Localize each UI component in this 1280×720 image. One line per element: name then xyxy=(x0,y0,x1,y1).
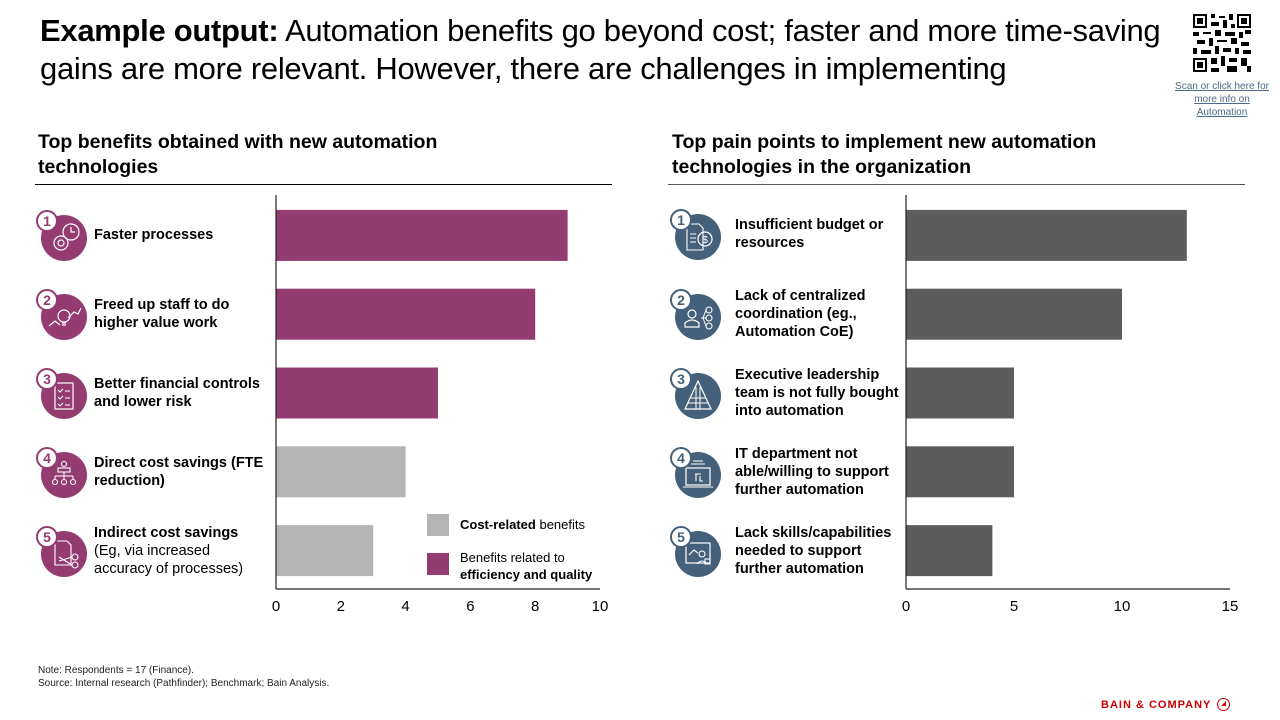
qr-info-link[interactable]: Scan or click here for more info on Auto… xyxy=(1175,81,1269,118)
pain_points-item-icon-4: 4 xyxy=(670,447,721,498)
benefits-title: Top benefits obtained with new automatio… xyxy=(38,131,438,178)
pain-points-bar-5 xyxy=(906,525,993,577)
benefits-divider xyxy=(35,184,612,185)
benefits-bar-2 xyxy=(276,288,536,340)
benefits-x-tick-label: 8 xyxy=(531,598,539,615)
qr-code-icon[interactable] xyxy=(1193,14,1251,72)
benefits-bar-3 xyxy=(276,367,438,419)
pain_points-item-text: Executive leadership team is not fully b… xyxy=(735,367,899,419)
benefits-rank-badge: 1 xyxy=(36,210,58,232)
pain-points-bar-1 xyxy=(906,209,1187,261)
pain-points-x-tick-label: 10 xyxy=(1114,598,1131,615)
pain-points-x-tick-label: 0 xyxy=(902,598,910,615)
benefits-item-label: Better financial controls and lower risk xyxy=(94,375,269,411)
bain-logo-icon xyxy=(1217,698,1231,711)
title-bold: Example output: xyxy=(40,13,279,48)
pain_points-item-text: Lack of centralized coordination (eg., A… xyxy=(735,288,866,340)
benefits-item-icon-4: 4 xyxy=(36,447,87,498)
title-text: Automation benefits go beyond cost; fast… xyxy=(40,13,1161,86)
pain-points-x-tick-label: 15 xyxy=(1222,598,1239,615)
pain_points-item-label: Executive leadership team is not fully b… xyxy=(735,366,910,420)
page-title: Example output: Automation benefits go b… xyxy=(40,12,1170,88)
pain_points-item-label: IT department not able/willing to suppor… xyxy=(735,445,910,499)
benefits-item-label: Faster processes xyxy=(94,226,269,244)
benefits-x-tick-label: 10 xyxy=(592,598,609,615)
legend-cost-swatch xyxy=(427,514,449,536)
pain-points-x-tick-label: 5 xyxy=(1010,598,1018,615)
pain_points-item-text: IT department not able/willing to suppor… xyxy=(735,446,889,498)
benefits-item-text: Better financial controls and lower risk xyxy=(94,376,260,410)
benefits-item-label: Indirect cost savings (Eg, via increased … xyxy=(94,524,269,578)
benefits-rank-badge: 5 xyxy=(36,526,58,548)
svg-text:$: $ xyxy=(702,235,708,246)
pain-points-title: Top pain points to implement new automat… xyxy=(672,131,1097,178)
benefits-item-text: Faster processes xyxy=(94,227,214,243)
pain_points-item-label: Lack skills/capabilities needed to suppo… xyxy=(735,524,910,578)
benefits-bar-1 xyxy=(276,209,568,261)
pain_points-item-icon-2: 2 xyxy=(670,289,721,340)
benefits-item-icon-2: 2 xyxy=(36,289,87,340)
pain_points-rank-badge: 4 xyxy=(670,447,692,469)
gear-clock-icon xyxy=(41,215,87,261)
pain_points-item-icon-1: $1 xyxy=(670,209,721,260)
pain_points-rank-badge: 2 xyxy=(670,289,692,311)
pain_points-rank-badge: 3 xyxy=(670,368,692,390)
pain_points-rank-badge: 1 xyxy=(670,209,692,231)
brand-name: BAIN & COMPANY xyxy=(1101,698,1212,711)
legend-efficiency-text: Benefits related to xyxy=(460,550,565,565)
benefits-item-icon-5: 5 xyxy=(36,526,87,577)
benefits-item-subtext: (Eg, via increased accuracy of processes… xyxy=(94,543,244,577)
pain_points-item-label: Insufficient budget or resources xyxy=(735,216,910,252)
pain-points-bar-4 xyxy=(906,446,1014,498)
legend-cost-text: benefits xyxy=(535,517,586,532)
legend-efficiency-swatch xyxy=(427,553,449,575)
benefits-item-icon-3: 3 xyxy=(36,368,87,419)
footnote: Note: Respondents = 17 (Finance). Source… xyxy=(38,664,329,690)
benefits-item-icon-1: 1 xyxy=(36,210,87,261)
pain_points-item-text: Lack skills/capabilities needed to suppo… xyxy=(735,525,892,577)
benefits-item-label: Freed up staff to do higher value work xyxy=(94,296,269,332)
benefits-bar-5 xyxy=(276,525,374,577)
legend-cost-bold: Cost-related xyxy=(460,517,536,532)
pain-points-divider xyxy=(668,184,1245,185)
benefits-item-text: Direct cost savings (FTE reduction) xyxy=(94,455,264,489)
pain-points-bar-chart: 0 5 10 15 xyxy=(902,195,1239,615)
pain-points-bar-2 xyxy=(906,288,1122,340)
benefits-x-tick-label: 6 xyxy=(466,598,474,615)
footnote-note: Note: Respondents = 17 (Finance). xyxy=(38,665,194,676)
pain_points-item-label: Lack of centralized coordination (eg., A… xyxy=(735,287,910,341)
benefits-item-label: Direct cost savings (FTE reduction) xyxy=(94,454,269,490)
pain_points-rank-badge: 5 xyxy=(670,526,692,548)
benefits-item-text: Indirect cost savings xyxy=(94,525,239,541)
footnote-source: Source: Internal research (Pathfinder); … xyxy=(38,678,330,689)
benefits-rank-badge: 4 xyxy=(36,447,58,469)
benefits-x-tick-label: 2 xyxy=(337,598,345,615)
benefits-rank-badge: 3 xyxy=(36,368,58,390)
pain_points-item-icon-5: 5 xyxy=(670,526,721,577)
benefits-bar-4 xyxy=(276,446,406,498)
benefits-x-tick-label: 4 xyxy=(401,598,409,615)
pain-points-bar-3 xyxy=(906,367,1014,419)
benefits-rank-badge: 2 xyxy=(36,289,58,311)
benefits-bar-chart: 0 2 4 6 8 10 xyxy=(272,195,609,615)
brand-logo: BAIN & COMPANY xyxy=(1101,698,1231,711)
benefits-x-tick-label: 0 xyxy=(272,598,280,615)
benefits-item-text: Freed up staff to do higher value work xyxy=(94,297,230,331)
legend-efficiency-bold: efficiency and quality xyxy=(460,567,593,582)
pain_points-item-icon-3: 3 xyxy=(670,368,721,419)
pain_points-item-text: Insufficient budget or resources xyxy=(735,217,884,251)
